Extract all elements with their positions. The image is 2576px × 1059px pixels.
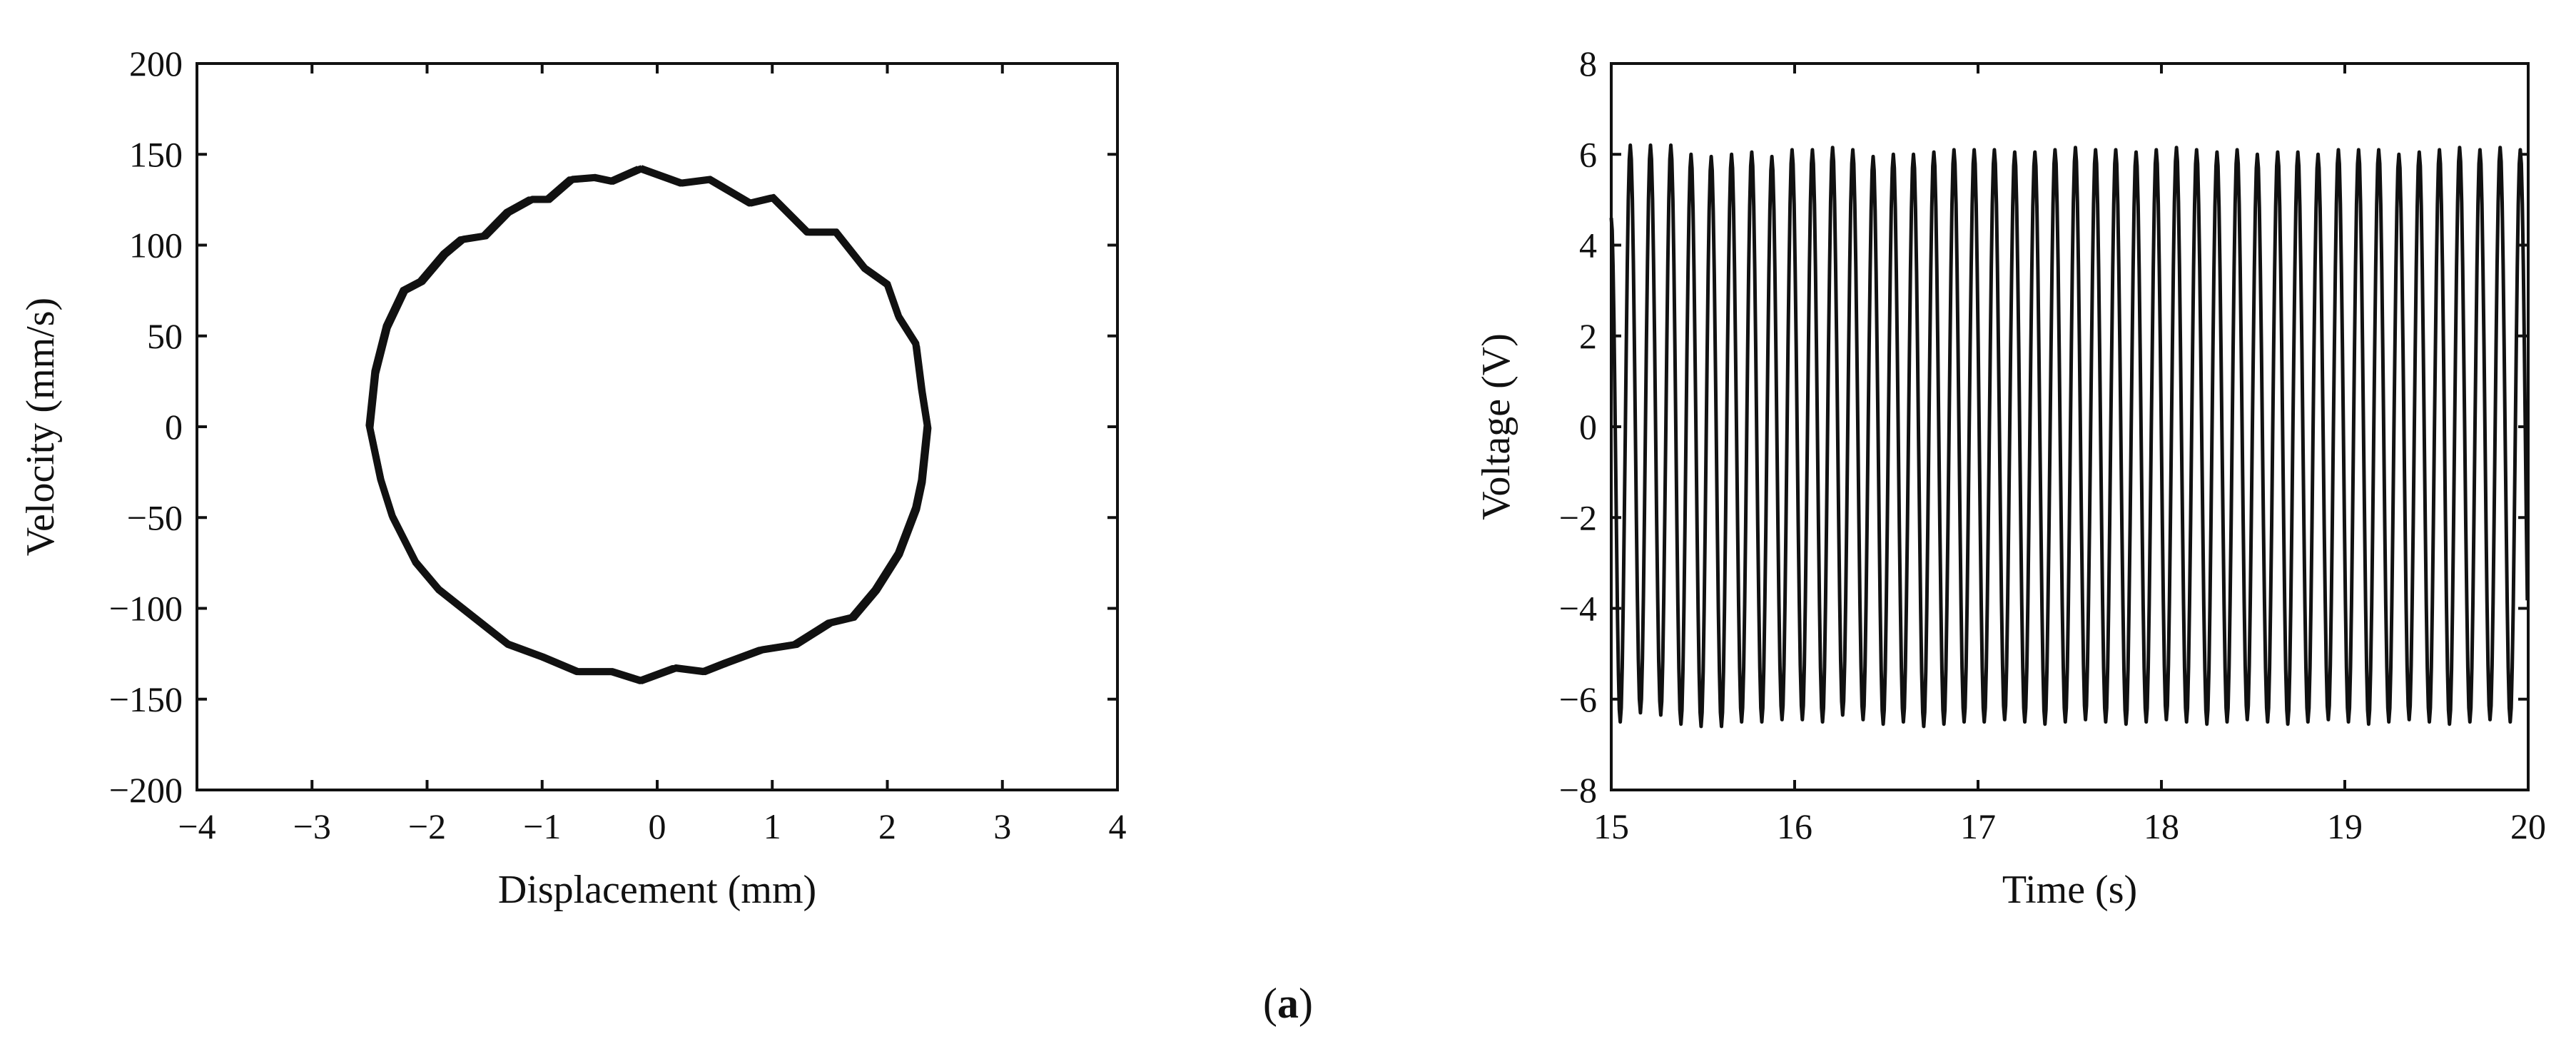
phase-portrait-chart: −4 −3 −2 −1 0 1 2 3 4 −200 −150 −100 −50 0 50 100 150 200… <box>19 44 1127 912</box>
caption-letter: a <box>1277 980 1299 1027</box>
x-tick-label: 4 <box>1109 806 1127 846</box>
x-axis-label: Time (s) <box>2002 868 2137 912</box>
y-tick-label: −150 <box>109 679 183 719</box>
x-tick-label: 3 <box>993 806 1011 846</box>
y-tick-label: 0 <box>1579 407 1597 447</box>
y-tick-label: 150 <box>129 134 183 174</box>
figure-caption: (a) <box>0 979 2576 1028</box>
y-tick-label: 8 <box>1579 44 1597 83</box>
x-tick-label: 20 <box>2510 806 2546 846</box>
x-tick-label: 15 <box>1593 806 1629 846</box>
x-tick-label: −3 <box>293 806 331 846</box>
y-tick-label: 0 <box>165 407 183 447</box>
x-tick-label: 1 <box>764 806 781 846</box>
y-tick-label: 200 <box>129 44 183 83</box>
y-tick-label: 6 <box>1579 134 1597 174</box>
x-tick-label: −4 <box>178 806 215 846</box>
y-axis-label: Voltage (V) <box>1474 333 1518 520</box>
x-tick-label: −1 <box>523 806 561 846</box>
voltage-time-chart: 15 16 17 18 19 20 −8 −6 −4 −2 0 2 4 6 8 Time (s) Voltage… <box>1474 44 2546 912</box>
y-tick-label: 50 <box>147 316 183 356</box>
x-tick-label: 18 <box>2144 806 2179 846</box>
x-tick-label: 17 <box>1960 806 1996 846</box>
x-tick-label: 19 <box>2327 806 2363 846</box>
x-axis-label: Displacement (mm) <box>498 868 816 912</box>
x-tick-label: −2 <box>408 806 446 846</box>
caption-open: ( <box>1263 980 1277 1027</box>
y-tick-label: −100 <box>109 589 183 629</box>
x-tick-label: 2 <box>878 806 896 846</box>
y-tick-label: −50 <box>127 497 183 537</box>
x-tick-label: 0 <box>649 806 666 846</box>
y-tick-label: 4 <box>1579 226 1597 265</box>
y-tick-label: −2 <box>1559 497 1597 537</box>
y-tick-label: −6 <box>1559 679 1597 719</box>
trajectory-line <box>369 165 931 681</box>
voltage-line <box>1609 143 2530 729</box>
y-tick-label: 100 <box>129 226 183 265</box>
x-tick-label: 16 <box>1777 806 1812 846</box>
y-axis-label: Velocity (mm/s) <box>19 298 63 556</box>
y-tick-label: 2 <box>1579 316 1597 356</box>
y-tick-label: −200 <box>109 770 183 810</box>
caption-close: ) <box>1299 980 1313 1027</box>
y-tick-label: −4 <box>1559 589 1597 629</box>
y-tick-label: −8 <box>1559 770 1597 810</box>
